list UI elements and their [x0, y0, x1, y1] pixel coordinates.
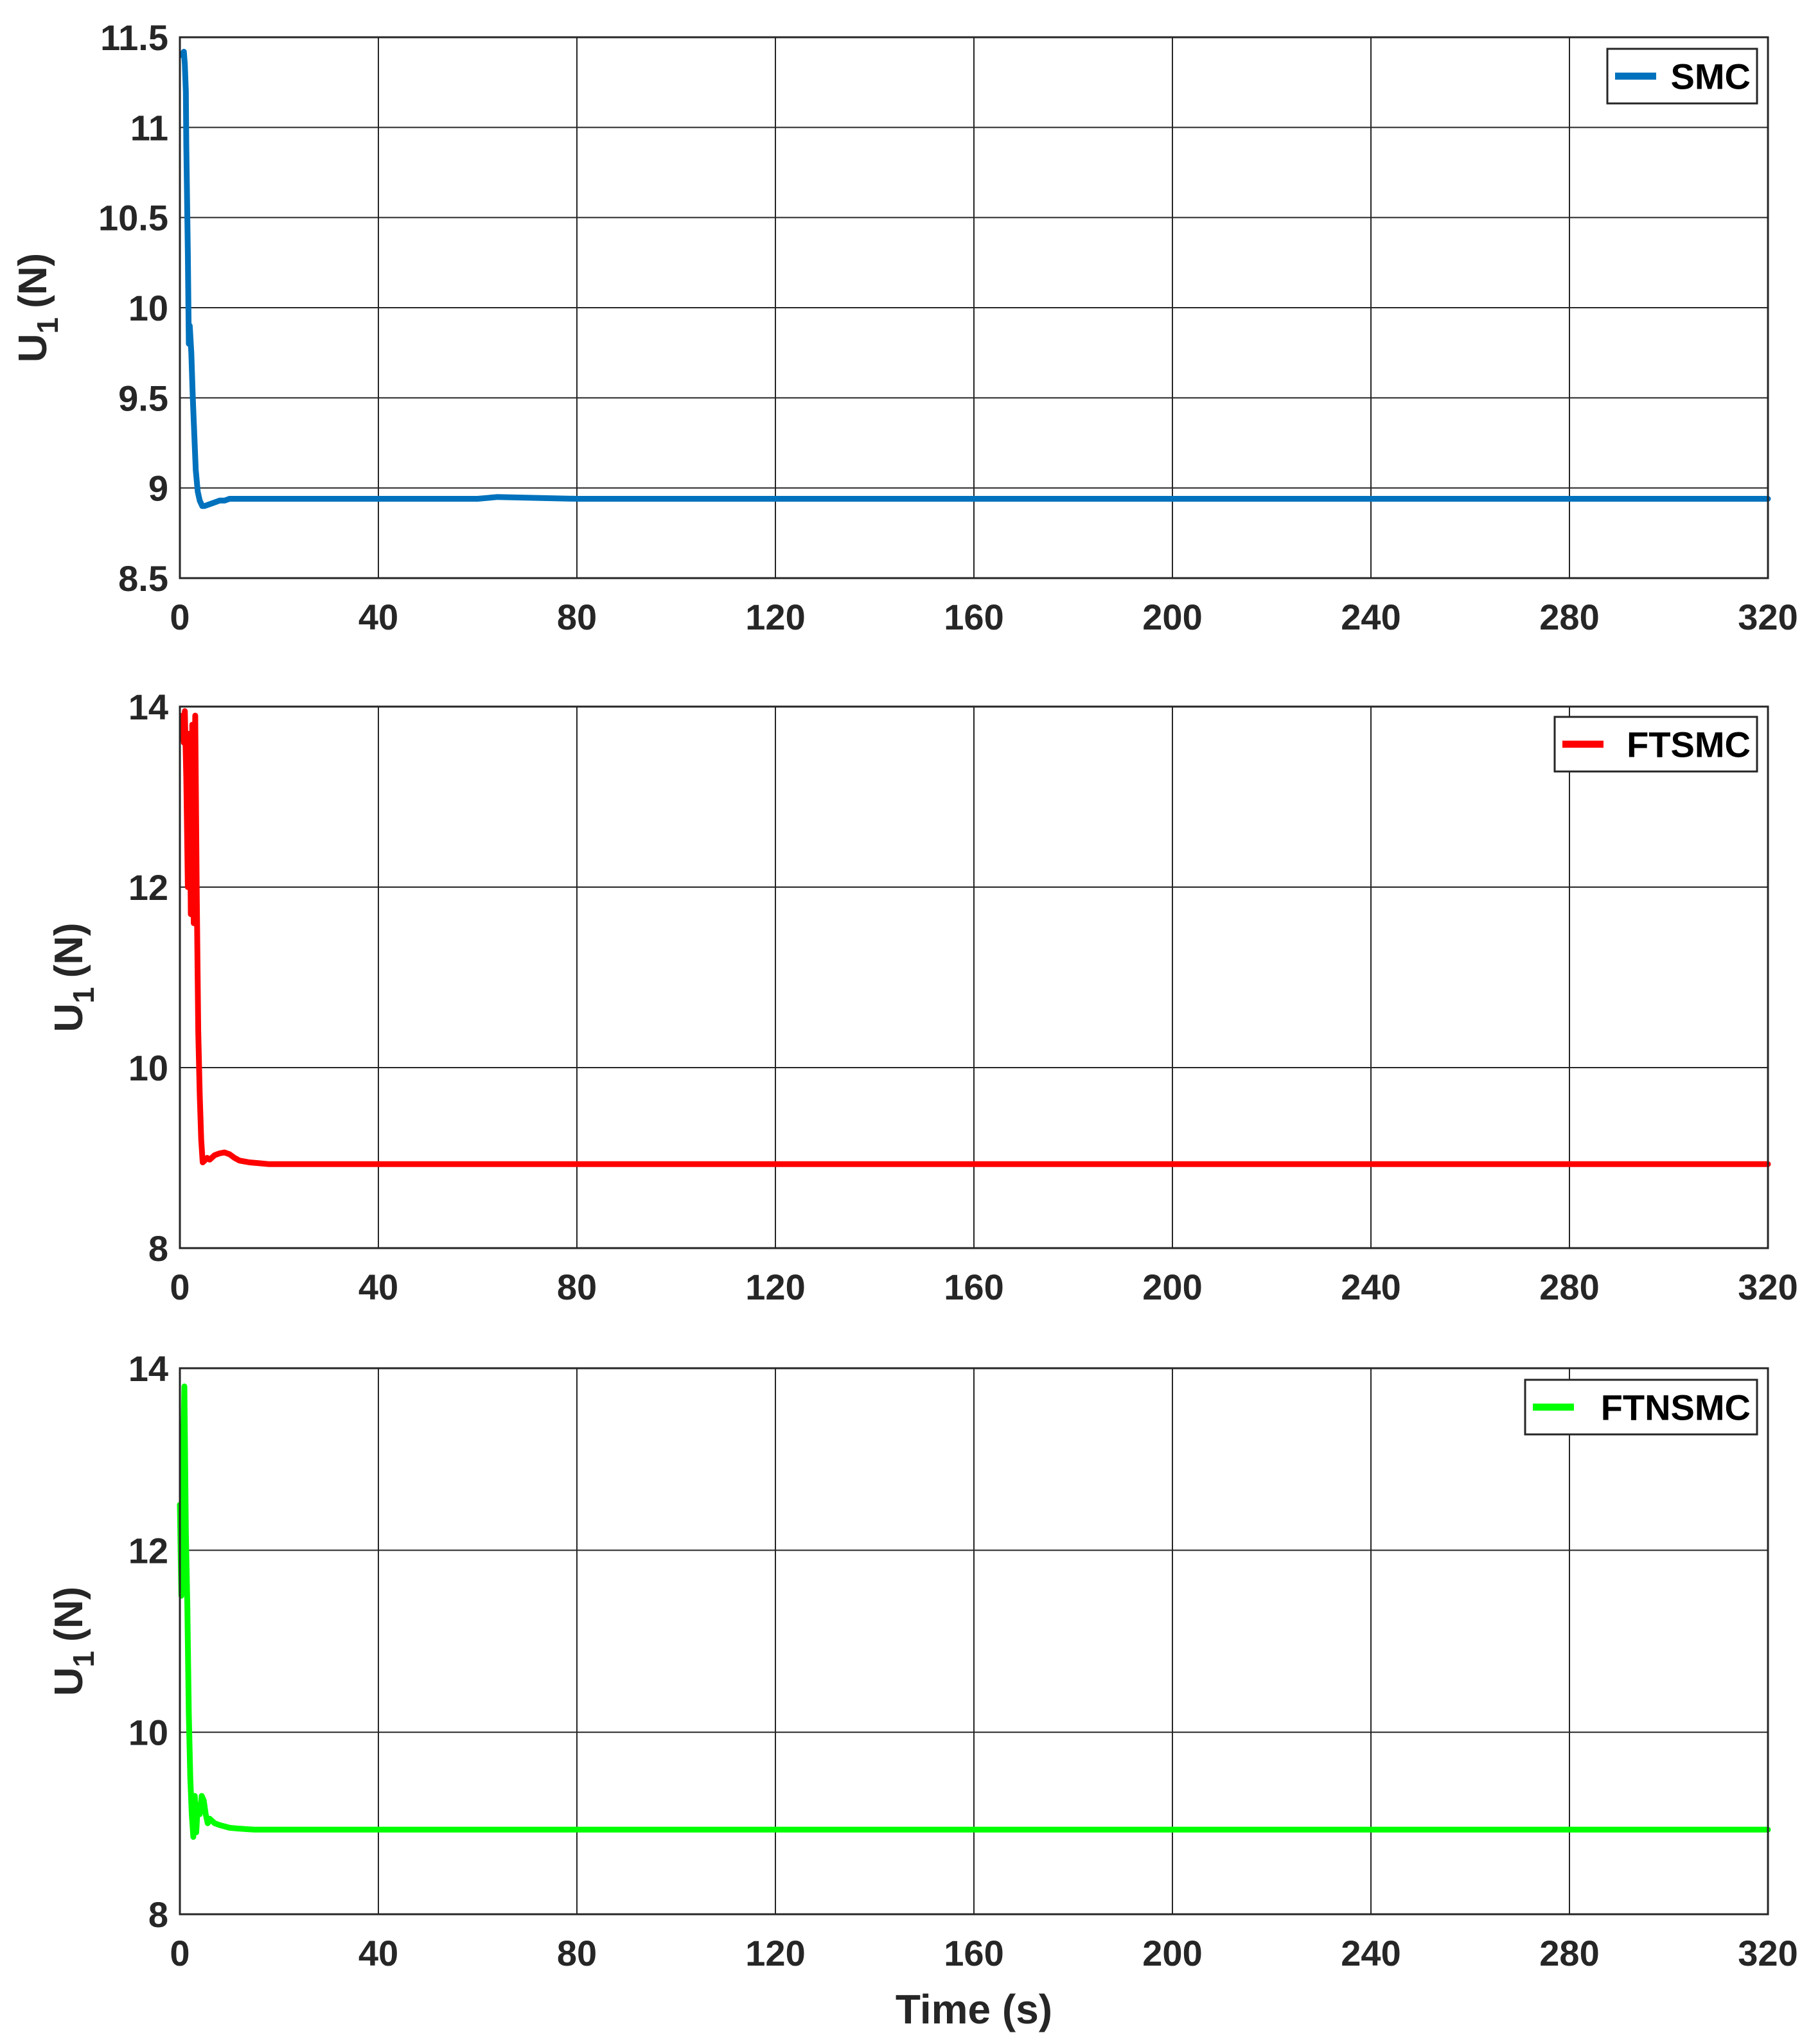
y-tick-label: 8 [148, 1228, 168, 1269]
series-line-ftsmc [179, 708, 1771, 1167]
x-tick-label: 160 [944, 1267, 1003, 1307]
y-axis-label: U1 (N) [47, 1587, 100, 1696]
x-tick-label: 120 [745, 1933, 805, 1973]
x-tick-label: 240 [1341, 1933, 1400, 1973]
y-axis-label-unit: (N) [11, 253, 55, 308]
y-tick-label: 10 [128, 1048, 168, 1088]
y-tick-label: 8.5 [118, 558, 168, 599]
y-axis-label-unit: (N) [47, 922, 91, 978]
y-axis-label-unit: (N) [47, 1587, 91, 1642]
legend: SMC [1606, 48, 1758, 105]
y-tick-label: 14 [128, 1348, 168, 1389]
x-tick-label: 0 [170, 597, 190, 637]
x-tick-label: 120 [745, 1267, 805, 1307]
x-tick-label: 160 [944, 597, 1003, 637]
y-tick-label: 11 [130, 107, 168, 148]
x-tick-label: 240 [1341, 1267, 1400, 1307]
legend-label-ftsmc: FTSMC [1627, 725, 1751, 765]
axes-frame [179, 705, 1769, 1249]
y-tick-label: 10 [128, 288, 168, 328]
axes-frame [179, 1367, 1769, 1916]
x-tick-label: 120 [745, 597, 805, 637]
x-tick-label: 240 [1341, 597, 1400, 637]
chart-panel-2: 0 40 80 120 160 200 240 280 320 8 10 12 14 U1 (N) FTSMC [47, 687, 1798, 1307]
y-tick-label: 10 [128, 1713, 168, 1753]
x-tick-label: 40 [358, 1267, 398, 1307]
x-tick-label: 0 [170, 1267, 190, 1307]
y-axis-label-subscript: 1 [67, 987, 100, 1003]
chart-panel-1: 0 40 80 120 160 200 240 280 3208.599.51010.51111… [11, 17, 1798, 637]
y-axis-label-main: U [47, 1667, 91, 1696]
y-tick-label: 14 [128, 687, 168, 727]
y-axis-label-main: U [11, 333, 55, 362]
legend: FTSMC [1553, 716, 1758, 773]
x-tick-label: 200 [1142, 1267, 1202, 1307]
legend: FTNSMC [1524, 1379, 1758, 1436]
axes-frame [179, 36, 1769, 579]
x-tick-label: 80 [557, 597, 597, 637]
legend-label-ftnsmc: FTNSMC [1601, 1388, 1751, 1428]
x-tick-label: 320 [1738, 597, 1798, 637]
y-tick-label: 12 [128, 1530, 168, 1571]
y-tick-label: 9 [148, 468, 168, 509]
y-tick-label: 9.5 [118, 378, 168, 418]
x-tick-label: 280 [1539, 597, 1599, 637]
y-tick-label: 11.5 [100, 17, 168, 58]
legend-label-smc: SMC [1671, 57, 1751, 97]
x-tick-label: 200 [1142, 597, 1202, 637]
x-tick-label: 0 [170, 1933, 190, 1973]
y-axis-label-subscript: 1 [67, 1651, 100, 1668]
chart-panel-3: 0 40 80 120 160 200 240 280 320 8 10 12 14 U1 (N) Time … [47, 1348, 1798, 2032]
x-tick-label: 40 [358, 1933, 398, 1973]
x-tick-label: 280 [1539, 1267, 1599, 1307]
y-tick-label: 8 [148, 1894, 168, 1935]
y-axis-label-main: U [47, 1003, 91, 1032]
x-axis-label: Time (s) [896, 1986, 1052, 2032]
x-tick-label: 40 [358, 597, 398, 637]
y-axis-label-subscript: 1 [31, 317, 64, 334]
series-line-ftnsmc [177, 1383, 1771, 1840]
x-tick-label: 80 [557, 1933, 597, 1973]
y-tick-label: 12 [128, 867, 168, 908]
y-axis-label: U1 (N) [47, 922, 100, 1032]
x-tick-label: 320 [1738, 1933, 1798, 1973]
x-tick-label: 160 [944, 1933, 1003, 1973]
x-tick-label: 80 [557, 1267, 597, 1307]
y-axis-label: U1 (N) [11, 253, 64, 362]
y-tick-label: 10.5 [98, 198, 168, 238]
x-tick-label: 200 [1142, 1933, 1202, 1973]
series-line-smc [179, 49, 1771, 509]
x-tick-label: 280 [1539, 1933, 1599, 1973]
x-tick-label: 320 [1738, 1267, 1798, 1307]
